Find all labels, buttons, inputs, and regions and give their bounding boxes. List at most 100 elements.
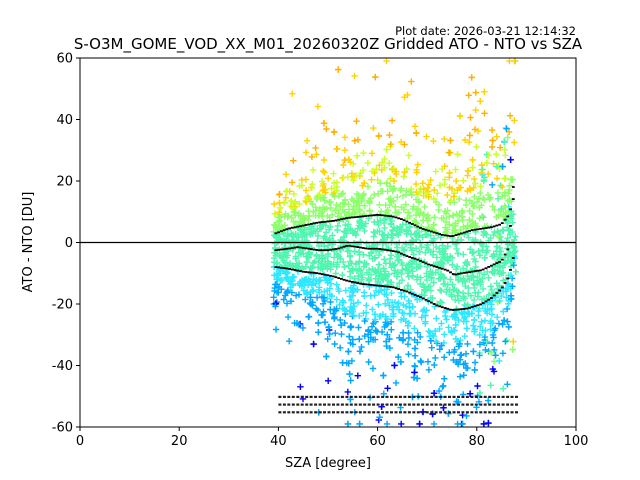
data-point: [459, 289, 467, 297]
data-point: [474, 293, 481, 300]
bin-annotation-mark: [309, 403, 313, 406]
data-point: [501, 138, 508, 145]
data-point: [395, 306, 403, 313]
bin-annotation-mark: [332, 395, 335, 398]
bin-annotation-mark: [506, 411, 510, 414]
bin-annotation-mark: [323, 395, 326, 398]
data-point: [393, 244, 401, 251]
data-point: [440, 382, 447, 389]
data-point: [470, 322, 477, 329]
data-point: [459, 420, 466, 428]
data-point: [428, 271, 435, 278]
data-point: [464, 167, 472, 175]
data-point: [467, 186, 474, 194]
data-point: [388, 326, 395, 333]
bin-annotation-mark: [394, 395, 398, 398]
bin-annotation-mark: [510, 403, 514, 406]
bin-annotation-mark: [510, 411, 514, 414]
data-point: [509, 346, 516, 353]
data-point: [448, 327, 455, 334]
data-point: [500, 385, 507, 392]
data-point: [436, 248, 444, 256]
data-point: [387, 195, 394, 202]
data-point: [324, 265, 331, 272]
data-point: [488, 143, 496, 151]
bin-annotation-mark: [483, 411, 487, 414]
data-point: [428, 344, 435, 351]
data-point: [430, 279, 437, 286]
data-point: [393, 283, 401, 291]
data-point: [474, 277, 481, 284]
data-point: [401, 293, 408, 300]
data-point: [491, 206, 498, 214]
data-point: [325, 175, 332, 182]
data-point: [436, 325, 443, 333]
bin-annotation-mark: [305, 403, 309, 406]
data-point: [430, 221, 437, 228]
data-point: [455, 195, 463, 203]
data-point: [504, 318, 511, 325]
x-tick-label: 0: [76, 434, 84, 449]
data-point: [505, 323, 512, 331]
data-point: [467, 292, 475, 299]
data-point: [346, 273, 354, 280]
data-point: [502, 203, 509, 211]
data-point: [352, 260, 360, 268]
bin-annotation-mark: [367, 395, 371, 398]
data-point: [422, 287, 429, 294]
data-point: [475, 195, 482, 202]
data-point: [321, 288, 328, 295]
data-point: [377, 180, 384, 187]
data-point: [507, 156, 514, 163]
data-point: [505, 190, 512, 197]
y-tick-label: -40: [52, 359, 73, 374]
data-point: [405, 297, 412, 305]
data-point: [481, 254, 488, 262]
data-point: [504, 218, 511, 225]
data-point: [320, 156, 328, 164]
data-point: [303, 137, 311, 144]
data-point: [353, 202, 360, 209]
data-point: [348, 296, 355, 304]
data-point: [432, 168, 439, 175]
data-point: [345, 348, 352, 355]
data-point: [469, 249, 476, 257]
data-point: [365, 266, 373, 274]
data-point: [453, 245, 460, 253]
data-point: [405, 319, 413, 327]
data-point: [430, 137, 437, 145]
data-point: [375, 251, 383, 259]
data-point: [297, 280, 305, 287]
data-point: [381, 256, 388, 263]
bin-annotation-mark: [332, 403, 335, 406]
data-point: [346, 370, 353, 378]
data-point: [367, 249, 375, 256]
data-point: [398, 270, 405, 278]
data-point: [401, 168, 408, 176]
data-point: [443, 228, 450, 235]
data-point: [335, 288, 343, 295]
data-point: [481, 333, 489, 341]
data-point: [502, 152, 509, 159]
data-point: [470, 348, 477, 355]
data-point: [487, 382, 494, 389]
data-point: [425, 366, 433, 373]
data-point: [379, 159, 386, 166]
data-point: [447, 197, 455, 204]
data-point: [313, 252, 320, 260]
data-point: [359, 192, 367, 199]
bin-annotation-mark: [336, 403, 340, 406]
data-point: [471, 222, 479, 230]
bin-annotation-mark: [412, 411, 416, 414]
data-point: [369, 168, 376, 175]
bin-annotation-mark: [349, 403, 353, 406]
bin-annotation-mark: [474, 403, 478, 406]
data-point: [314, 264, 322, 271]
data-point: [471, 366, 478, 374]
data-point: [330, 170, 337, 177]
bin-annotation-mark: [452, 403, 456, 406]
data-point: [418, 314, 425, 321]
data-point: [305, 281, 312, 288]
bin-annotation-mark: [300, 411, 304, 414]
